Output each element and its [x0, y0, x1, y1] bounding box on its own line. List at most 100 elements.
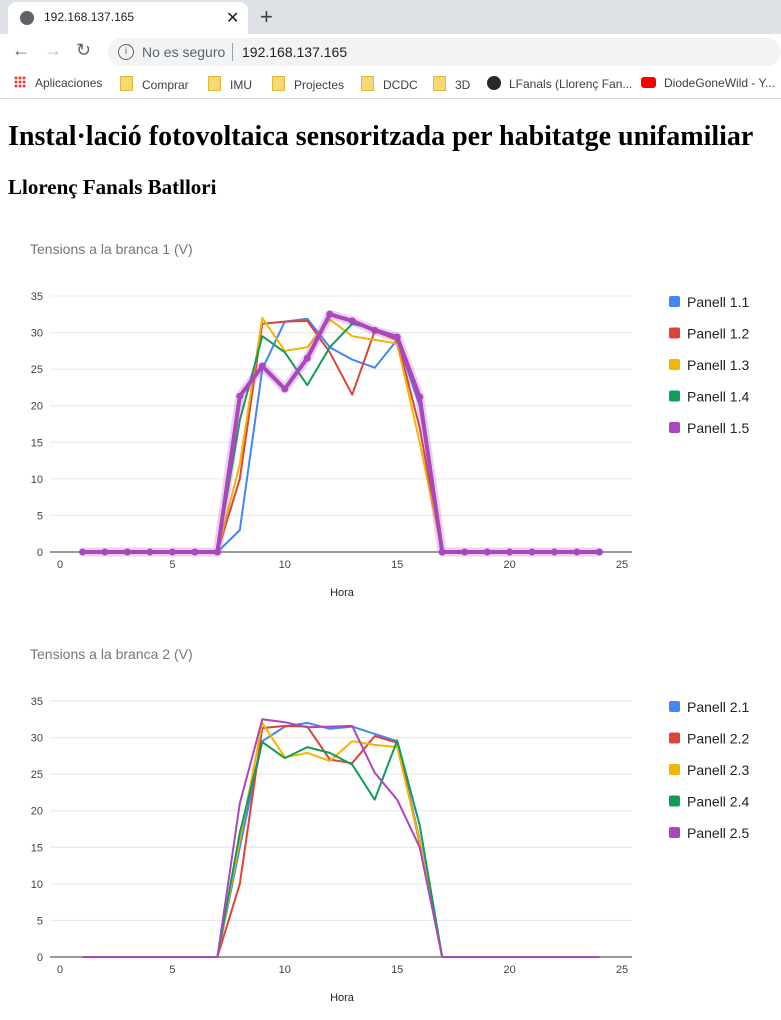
browser-toolbar: ← → ↻ i No es seguro 192.168.137.165 — [0, 34, 781, 70]
data-point[interactable] — [506, 548, 514, 556]
folder-icon — [208, 76, 221, 91]
browser-tab[interactable]: 192.168.137.165 ✕ — [8, 2, 248, 34]
y-tick-label: 5 — [37, 915, 43, 927]
bookmark-comprar[interactable]: Comprar — [120, 76, 189, 92]
folder-icon — [120, 76, 133, 91]
x-tick-label: 20 — [503, 964, 515, 976]
y-tick-label: 5 — [37, 510, 43, 522]
data-point[interactable] — [326, 310, 334, 318]
bookmark-diodegonewild[interactable]: DiodeGoneWild - Y... — [641, 76, 775, 90]
series-line-4[interactable] — [82, 739, 600, 958]
data-point[interactable] — [101, 548, 109, 556]
data-point[interactable] — [461, 548, 469, 556]
y-tick-label: 10 — [31, 879, 43, 891]
page-title: Instal·lació fotovoltaica sensoritzada p… — [8, 121, 754, 152]
data-point[interactable] — [528, 548, 536, 556]
data-point[interactable] — [551, 548, 559, 556]
series-line-2[interactable] — [82, 319, 600, 553]
folder-icon — [433, 76, 446, 91]
bookmark-imu[interactable]: IMU — [208, 76, 252, 92]
x-tick-label: 25 — [616, 559, 628, 571]
data-point[interactable] — [483, 548, 491, 556]
y-tick-label: 10 — [31, 474, 43, 486]
reload-icon[interactable]: ↻ — [76, 40, 92, 60]
bookmark-apps[interactable]: Aplicaciones — [14, 76, 102, 90]
omnibox-separator — [232, 43, 233, 61]
legend-swatch — [669, 827, 680, 838]
url-text[interactable]: 192.168.137.165 — [242, 44, 348, 60]
data-point[interactable] — [438, 548, 446, 556]
legend-entry[interactable]: Panell 2.5 — [687, 825, 749, 841]
series-line-glow — [82, 309, 600, 557]
legend-entry[interactable]: Panell 1.4 — [687, 389, 749, 405]
address-bar[interactable]: i No es seguro 192.168.137.165 — [108, 38, 781, 66]
tab-title: 192.168.137.165 — [44, 10, 135, 24]
legend-entry[interactable]: Panell 1.1 — [687, 294, 749, 310]
data-point[interactable] — [596, 548, 604, 556]
series-line-2[interactable] — [82, 724, 600, 958]
x-tick-label: 10 — [279, 964, 291, 976]
y-tick-label: 20 — [31, 806, 43, 818]
bookmark-dcdc[interactable]: DCDC — [361, 76, 418, 92]
folder-icon — [361, 76, 374, 91]
y-tick-label: 30 — [31, 328, 43, 340]
data-point[interactable] — [213, 548, 221, 556]
security-status[interactable]: No es seguro — [142, 44, 226, 60]
data-point[interactable] — [258, 362, 266, 370]
data-point[interactable] — [191, 548, 199, 556]
legend-swatch — [669, 296, 680, 307]
y-tick-label: 0 — [37, 952, 43, 964]
data-point[interactable] — [393, 333, 401, 341]
bookmark-lfanals[interactable]: LFanals (Llorenç Fan... — [487, 76, 632, 91]
forward-icon[interactable]: → — [44, 40, 62, 60]
legend-entry[interactable]: Panell 2.3 — [687, 762, 749, 778]
x-tick-label: 20 — [503, 559, 515, 571]
x-tick-label: 5 — [169, 964, 175, 976]
globe-icon — [20, 11, 34, 25]
legend-swatch — [669, 701, 680, 712]
data-point[interactable] — [416, 393, 424, 401]
bookmark-3d[interactable]: 3D — [433, 76, 470, 92]
x-tick-label: 5 — [169, 559, 175, 571]
x-tick-label: 10 — [279, 559, 291, 571]
data-point[interactable] — [371, 326, 379, 334]
y-tick-label: 20 — [31, 401, 43, 413]
close-tab-icon[interactable]: ✕ — [226, 10, 240, 27]
data-point[interactable] — [303, 354, 311, 362]
legend-entry[interactable]: Panell 2.4 — [687, 794, 749, 810]
back-icon[interactable]: ← — [12, 40, 30, 60]
new-tab-icon[interactable]: + — [260, 4, 273, 29]
apps-grid-icon — [14, 76, 26, 88]
data-point[interactable] — [281, 385, 289, 393]
series-line-1[interactable] — [82, 317, 600, 553]
data-point[interactable] — [146, 548, 154, 556]
folder-icon — [272, 76, 285, 91]
legend-entry[interactable]: Panell 1.2 — [687, 326, 749, 342]
x-tick-label: 15 — [391, 964, 403, 976]
series-line-5[interactable] — [82, 718, 600, 958]
data-point[interactable] — [573, 548, 581, 556]
x-tick-label: 25 — [616, 964, 628, 976]
bookmark-projectes[interactable]: Projectes — [272, 76, 344, 92]
legend-swatch — [669, 732, 680, 744]
legend-entry[interactable]: Panell 1.5 — [687, 420, 749, 436]
series-line-4[interactable] — [82, 322, 600, 553]
legend-entry[interactable]: Panell 1.3 — [687, 357, 749, 373]
legend-swatch — [669, 390, 680, 402]
data-point[interactable] — [123, 548, 131, 556]
series-line-5[interactable] — [82, 312, 600, 554]
x-axis-label: Hora — [330, 992, 355, 1004]
info-icon[interactable]: i — [118, 44, 134, 60]
legend-swatch — [669, 327, 680, 339]
x-axis-label: Hora — [330, 587, 355, 599]
x-tick-label: 0 — [57, 964, 63, 976]
legend-swatch — [669, 422, 680, 433]
youtube-icon — [641, 77, 656, 88]
data-point[interactable] — [236, 392, 244, 400]
data-point[interactable] — [348, 317, 356, 325]
data-point[interactable] — [78, 548, 86, 556]
data-point[interactable] — [168, 548, 176, 556]
legend-swatch — [669, 359, 680, 370]
legend-entry[interactable]: Panell 2.2 — [687, 731, 749, 747]
legend-entry[interactable]: Panell 2.1 — [687, 699, 749, 715]
